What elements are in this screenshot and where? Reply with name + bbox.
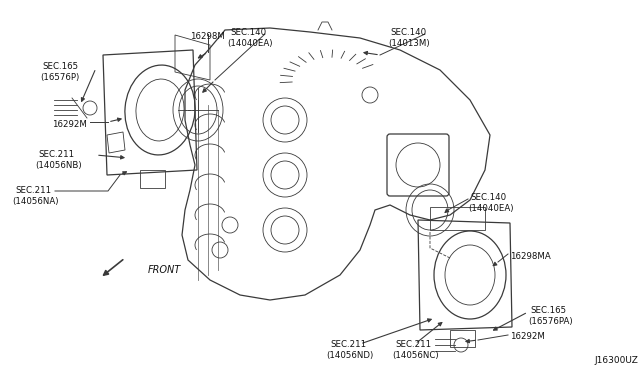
Text: J16300UZ: J16300UZ	[594, 356, 638, 365]
Text: FRONT: FRONT	[148, 265, 181, 275]
Text: SEC.211: SEC.211	[330, 340, 366, 349]
Text: 16292M: 16292M	[510, 332, 545, 341]
Text: (16576P): (16576P)	[40, 73, 79, 82]
Text: (14040EA): (14040EA)	[227, 39, 273, 48]
Text: (16576PA): (16576PA)	[528, 317, 573, 326]
Text: SEC.211: SEC.211	[15, 186, 51, 195]
Text: 16298MA: 16298MA	[510, 252, 551, 261]
Text: (14056NC): (14056NC)	[392, 351, 438, 360]
Text: (14056ND): (14056ND)	[326, 351, 373, 360]
Text: 16292M: 16292M	[52, 120, 87, 129]
Text: (14056NB): (14056NB)	[35, 161, 82, 170]
Text: SEC.140: SEC.140	[390, 28, 426, 37]
Text: SEC.211: SEC.211	[38, 150, 74, 159]
Text: SEC.140: SEC.140	[230, 28, 266, 37]
Text: SEC.165: SEC.165	[42, 62, 78, 71]
Text: (14013M): (14013M)	[388, 39, 429, 48]
Text: 16298M: 16298M	[190, 32, 225, 41]
Text: SEC.165: SEC.165	[530, 306, 566, 315]
Text: (14056NA): (14056NA)	[12, 197, 58, 206]
Text: SEC.140: SEC.140	[470, 193, 506, 202]
Text: (14040EA): (14040EA)	[468, 204, 513, 213]
Text: SEC.211: SEC.211	[395, 340, 431, 349]
